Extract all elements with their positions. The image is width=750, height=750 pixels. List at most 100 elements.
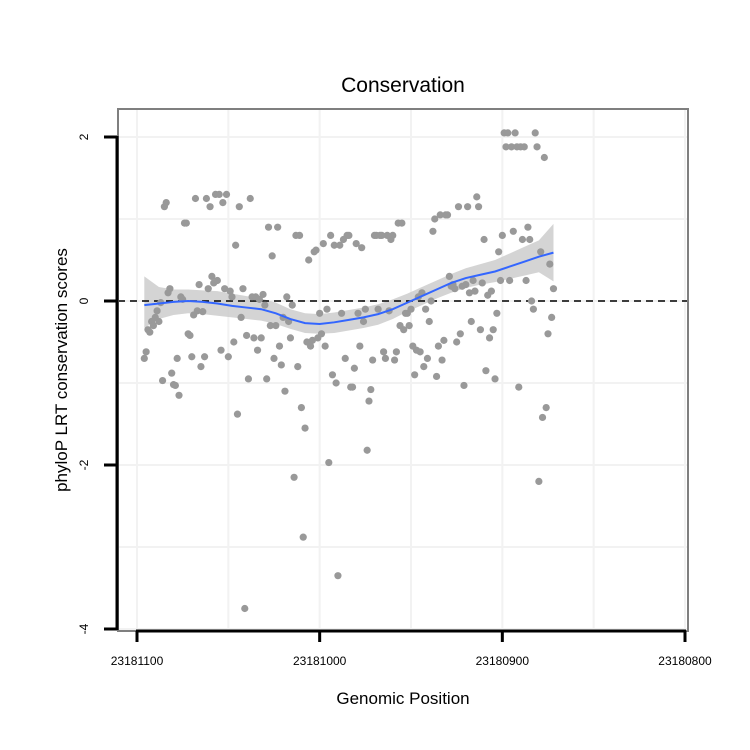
data-point <box>524 223 532 231</box>
data-point <box>537 248 545 256</box>
data-point <box>250 334 258 342</box>
data-point <box>478 279 486 287</box>
data-point <box>286 334 295 342</box>
data-point <box>465 289 474 297</box>
data-point <box>325 458 333 467</box>
data-point <box>487 287 495 295</box>
data-point <box>506 276 514 285</box>
data-point <box>219 199 227 207</box>
data-point <box>354 309 362 317</box>
data-point <box>548 313 556 321</box>
data-point <box>171 381 179 390</box>
data-point <box>243 331 251 340</box>
data-point <box>389 231 397 239</box>
data-point <box>166 285 174 293</box>
data-point <box>241 604 249 613</box>
data-point <box>149 322 158 330</box>
y-axis: -4 -2 0 2 <box>77 133 119 634</box>
data-point <box>453 338 461 346</box>
data-point <box>158 376 167 385</box>
data-point <box>336 241 344 249</box>
y-tick-label: -4 <box>77 623 91 634</box>
data-point <box>432 372 441 381</box>
data-point <box>312 246 320 254</box>
data-point <box>527 297 536 305</box>
data-point <box>162 199 170 207</box>
data-point <box>504 129 512 137</box>
x-tick-label: 23180900 <box>476 654 530 668</box>
data-point <box>199 308 207 316</box>
data-point <box>197 363 205 371</box>
data-point <box>213 276 221 285</box>
data-point <box>440 336 448 344</box>
data-point <box>542 404 550 412</box>
data-point <box>222 190 231 198</box>
data-point <box>507 143 516 151</box>
data-point <box>290 473 298 481</box>
data-point <box>356 342 364 350</box>
data-point <box>380 348 388 356</box>
data-point <box>204 285 212 293</box>
data-point <box>469 276 477 285</box>
data-point <box>173 354 181 362</box>
data-point <box>482 367 490 375</box>
data-point <box>330 241 338 249</box>
data-point <box>416 348 424 356</box>
data-point <box>327 231 335 239</box>
data-point <box>294 363 302 371</box>
data-point <box>323 305 331 313</box>
data-point <box>334 572 342 580</box>
data-point <box>301 424 309 432</box>
data-point <box>321 342 329 350</box>
data-point <box>253 346 262 354</box>
data-point <box>365 397 373 405</box>
data-point <box>451 285 459 293</box>
grid-lines <box>118 109 688 631</box>
data-point <box>358 244 366 252</box>
data-point <box>423 354 432 362</box>
data-point <box>175 391 183 399</box>
data-point <box>350 364 358 372</box>
data-point <box>224 353 232 361</box>
data-point <box>464 203 472 211</box>
data-point <box>520 143 528 151</box>
data-point <box>275 342 284 350</box>
y-tick-label: -2 <box>77 459 91 470</box>
data-point <box>217 346 225 354</box>
data-point <box>244 375 253 383</box>
data-point <box>533 143 541 151</box>
smooth-trend <box>144 251 554 325</box>
data-point <box>233 410 242 418</box>
data-point <box>381 354 390 362</box>
data-point <box>489 326 497 334</box>
data-point <box>193 307 201 315</box>
data-point <box>215 190 223 198</box>
data-point <box>246 194 254 203</box>
data-point <box>319 240 327 248</box>
data-point <box>142 348 150 356</box>
data-point <box>281 387 289 395</box>
data-point <box>549 285 558 293</box>
data-point <box>259 290 267 299</box>
y-tick-label: 0 <box>77 297 91 304</box>
data-point <box>363 446 371 454</box>
data-point <box>283 293 291 301</box>
data-point <box>206 203 214 211</box>
data-point <box>361 305 369 313</box>
data-point <box>345 231 353 239</box>
data-point <box>429 227 437 235</box>
data-point <box>195 281 203 289</box>
data-point <box>474 203 483 211</box>
data-point <box>328 371 337 379</box>
data-point <box>511 129 519 137</box>
data-point <box>445 272 453 280</box>
data-point <box>155 317 163 326</box>
data-point <box>411 371 419 379</box>
data-point <box>264 223 273 231</box>
data-point <box>297 404 305 412</box>
data-point <box>299 533 307 541</box>
data-point <box>495 248 503 256</box>
data-point <box>480 235 488 244</box>
confidence-band <box>144 223 554 334</box>
data-point <box>431 215 439 223</box>
